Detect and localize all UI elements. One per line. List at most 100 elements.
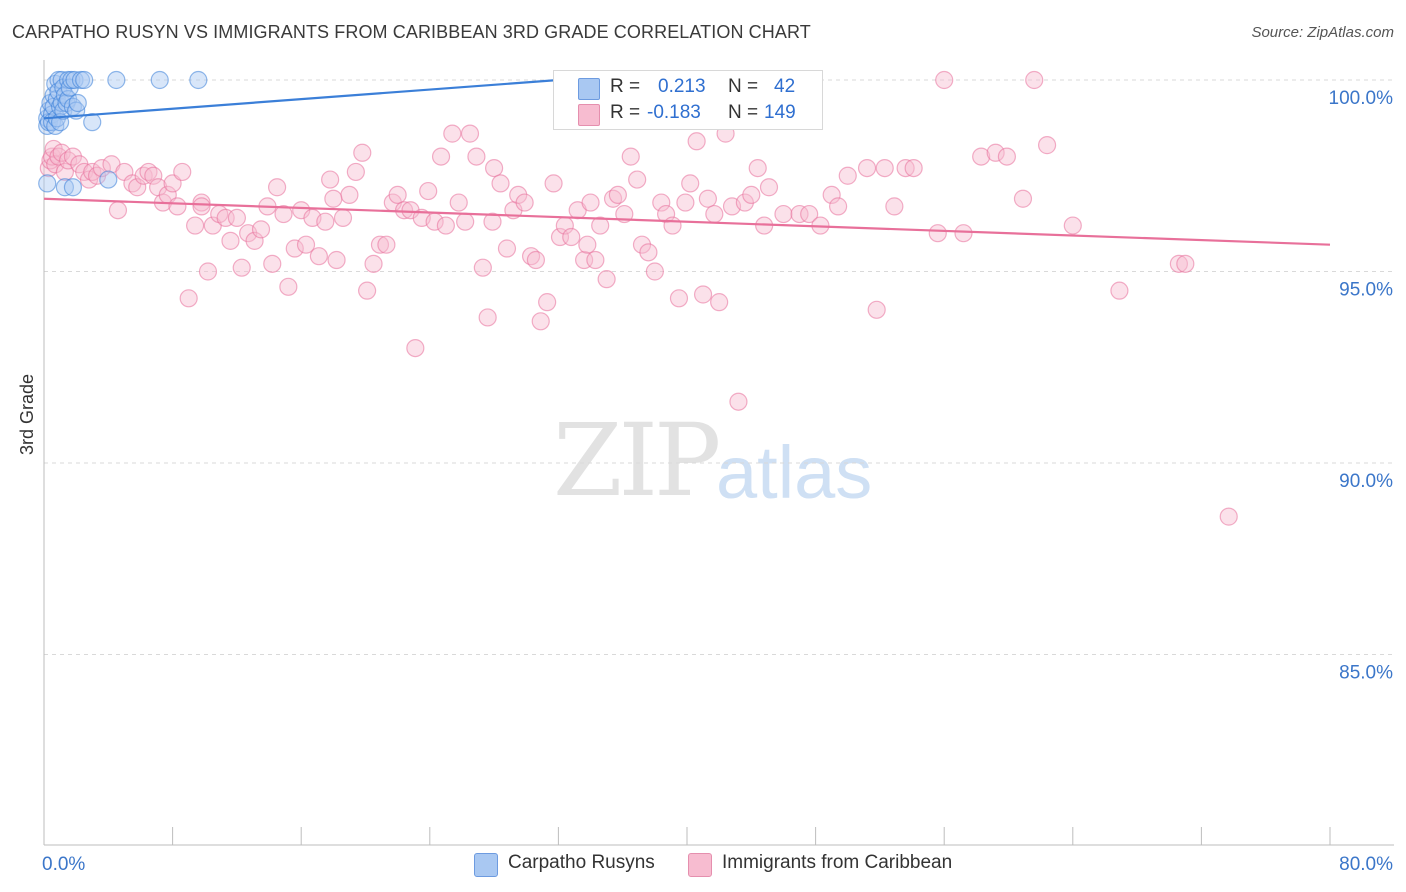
point-caribbean (597, 270, 616, 289)
bottom-legend-swatch-caribbean (688, 853, 712, 877)
point-caribbean (128, 178, 147, 197)
trend-lines (43, 78, 1331, 246)
point-carpatho (189, 70, 208, 90)
point-caribbean (526, 250, 545, 270)
y-axis-label: 3rd Grade (17, 373, 37, 455)
point-caribbean (173, 162, 192, 182)
point-caribbean (460, 124, 480, 143)
point-caribbean (710, 293, 729, 312)
point-caribbean (928, 224, 947, 243)
point-caribbean (578, 235, 597, 254)
point-caribbean (296, 235, 316, 254)
point-caribbean (321, 170, 340, 189)
point-caribbean (340, 185, 359, 204)
point-caribbean (693, 285, 713, 304)
point-carpatho (38, 174, 57, 193)
point-caribbean (274, 204, 293, 224)
point-caribbean (327, 250, 346, 270)
point-caribbean (538, 293, 557, 312)
trend-line-carpatho (43, 78, 559, 120)
point-carpatho (150, 70, 169, 90)
point-caribbean (867, 300, 886, 319)
point-caribbean (309, 247, 328, 266)
point-caribbean (676, 193, 695, 212)
watermark-zip: ZIP (553, 402, 721, 519)
point-caribbean (1219, 507, 1238, 526)
point-caribbean (698, 189, 717, 208)
point-caribbean (370, 235, 390, 254)
point-caribbean (748, 158, 767, 178)
point-caribbean (456, 212, 475, 231)
point-caribbean (829, 197, 848, 216)
point-caribbean (168, 197, 187, 216)
point-caribbean (515, 193, 534, 212)
point-carpatho (99, 170, 118, 189)
r-value: 0.213 (658, 76, 706, 97)
point-caribbean (875, 158, 894, 178)
point-caribbean (669, 289, 689, 308)
point-carpatho (65, 70, 84, 90)
trend-line-caribbean (43, 197, 1331, 246)
n-label: N = (728, 102, 759, 123)
point-caribbean (491, 174, 510, 193)
y-tick-label: 100.0% (1329, 88, 1394, 109)
point-caribbean (285, 239, 304, 258)
point-caribbean (645, 262, 664, 281)
point-caribbean (443, 124, 462, 143)
point-caribbean (790, 204, 809, 224)
point-caribbean (759, 178, 779, 197)
point-caribbean (774, 204, 793, 224)
point-caribbean (333, 208, 353, 227)
point-caribbean (436, 216, 455, 235)
point-caribbean (822, 185, 841, 204)
point-caribbean (581, 193, 600, 212)
bottom-legend-label: Immigrants from Caribbean (722, 852, 953, 873)
point-caribbean (179, 289, 198, 308)
point-caribbean (1037, 136, 1057, 155)
x-tick-label: 80.0% (1339, 854, 1393, 875)
point-caribbean (324, 189, 343, 208)
point-caribbean (705, 204, 724, 224)
y-tick-label: 85.0% (1339, 663, 1393, 684)
point-caribbean (108, 201, 128, 220)
point-caribbean (972, 147, 991, 166)
point-caribbean (92, 158, 111, 178)
point-caribbean (1063, 216, 1082, 235)
point-caribbean (346, 162, 365, 182)
point-caribbean (144, 166, 163, 185)
point-caribbean (639, 243, 658, 262)
point-caribbean (1025, 70, 1044, 90)
point-caribbean (485, 158, 504, 178)
point-caribbean (473, 258, 492, 277)
point-caribbean (449, 193, 468, 212)
point-caribbean (857, 158, 877, 178)
point-caribbean (586, 250, 605, 270)
point-carpatho (75, 70, 94, 90)
point-carpatho (68, 93, 87, 113)
point-caribbean (885, 197, 904, 216)
point-caribbean (316, 212, 335, 231)
point-caribbean (997, 147, 1016, 166)
point-caribbean (657, 204, 676, 224)
point-carpatho (63, 178, 83, 197)
point-caribbean (358, 281, 377, 300)
r-label: R = (610, 102, 641, 123)
y-tick-label: 95.0% (1339, 280, 1393, 301)
point-caribbean (591, 216, 610, 235)
point-caribbean (1176, 254, 1195, 273)
bottom-legend-label: Carpatho Rusyns (508, 852, 655, 873)
point-caribbean (251, 220, 271, 239)
point-caribbean (800, 204, 819, 224)
grid-lines (44, 79, 1394, 655)
point-caribbean (483, 212, 502, 231)
point-caribbean (986, 143, 1005, 162)
point-caribbean (467, 147, 486, 166)
watermark-atlas: atlas (716, 431, 873, 514)
n-value: 149 (764, 102, 796, 123)
point-caribbean (192, 193, 211, 212)
point-caribbean (388, 185, 407, 204)
point-caribbean (353, 143, 372, 162)
legend-swatch-carpatho (578, 78, 600, 100)
axes (43, 60, 1394, 846)
point-caribbean (562, 227, 581, 247)
